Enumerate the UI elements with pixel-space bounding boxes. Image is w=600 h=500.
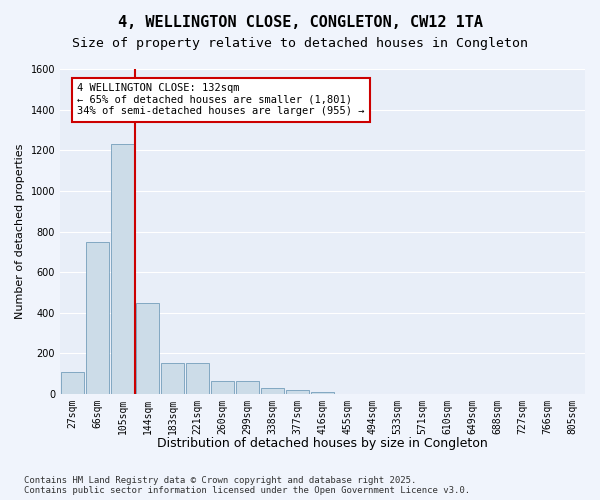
Bar [236,381,259,394]
Bar [111,144,134,394]
Bar [161,362,184,394]
Text: Contains HM Land Registry data © Crown copyright and database right 2025.
Contai: Contains HM Land Registry data © Crown c… [24,476,470,495]
Text: 4, WELLINGTON CLOSE, CONGLETON, CW12 1TA: 4, WELLINGTON CLOSE, CONGLETON, CW12 1TA [118,15,482,30]
Bar [136,302,159,394]
Text: 4 WELLINGTON CLOSE: 132sqm
← 65% of detached houses are smaller (1,801)
34% of s: 4 WELLINGTON CLOSE: 132sqm ← 65% of deta… [77,83,365,116]
Bar [211,381,234,394]
Bar [261,388,284,394]
Bar [61,372,84,394]
Bar [286,390,309,394]
Bar [86,242,109,394]
Bar [186,362,209,394]
Y-axis label: Number of detached properties: Number of detached properties [15,144,25,319]
Text: Size of property relative to detached houses in Congleton: Size of property relative to detached ho… [72,38,528,51]
Bar [311,392,334,394]
X-axis label: Distribution of detached houses by size in Congleton: Distribution of detached houses by size … [157,437,488,450]
